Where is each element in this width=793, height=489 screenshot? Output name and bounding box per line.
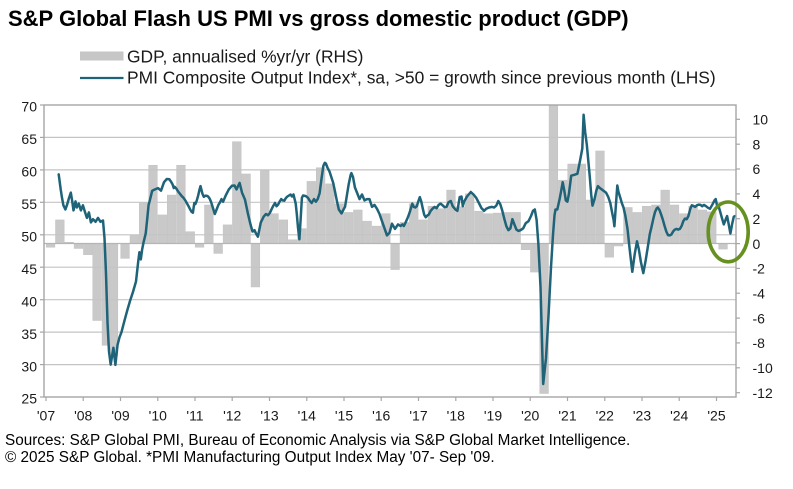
- svg-text:50: 50: [21, 229, 37, 245]
- svg-text:'08: '08: [74, 408, 92, 424]
- svg-text:'12: '12: [223, 408, 241, 424]
- svg-text:'25: '25: [707, 408, 725, 424]
- svg-text:-12: -12: [753, 385, 773, 401]
- svg-text:55: 55: [21, 196, 37, 212]
- svg-text:'10: '10: [149, 408, 167, 424]
- svg-text:10: 10: [753, 112, 769, 128]
- svg-text:70: 70: [21, 99, 37, 115]
- svg-text:'13: '13: [260, 408, 278, 424]
- svg-text:'18: '18: [447, 408, 465, 424]
- svg-text:'21: '21: [558, 408, 576, 424]
- svg-text:© 2025 S&P Global. *PMI Manuf: © 2025 S&P Global. *PMI Manufacturing Ou…: [5, 449, 495, 466]
- svg-text:'09: '09: [111, 408, 129, 424]
- svg-text:'22: '22: [596, 408, 614, 424]
- svg-text:4: 4: [753, 186, 761, 202]
- svg-text:60: 60: [21, 164, 37, 180]
- svg-text:'11: '11: [186, 408, 203, 424]
- svg-text:-8: -8: [753, 335, 766, 351]
- svg-text:2: 2: [753, 211, 761, 227]
- svg-text:'17: '17: [409, 408, 427, 424]
- svg-text:-6: -6: [753, 310, 766, 326]
- svg-text:-10: -10: [753, 360, 773, 376]
- svg-text:'20: '20: [521, 408, 539, 424]
- svg-text:'23: '23: [633, 408, 651, 424]
- svg-text:'07: '07: [37, 408, 55, 424]
- svg-text:40: 40: [21, 293, 37, 309]
- svg-text:'16: '16: [372, 408, 390, 424]
- svg-text:Sources: S&P Global PMI, Burea: Sources: S&P Global PMI, Bureau of Econo…: [5, 432, 630, 449]
- svg-text:35: 35: [21, 326, 37, 342]
- svg-text:-2: -2: [753, 261, 766, 277]
- svg-text:45: 45: [21, 261, 37, 277]
- svg-text:'15: '15: [335, 408, 353, 424]
- svg-text:65: 65: [21, 131, 37, 147]
- svg-text:0: 0: [753, 236, 761, 252]
- svg-text:30: 30: [21, 358, 37, 374]
- svg-text:25: 25: [21, 391, 37, 407]
- svg-text:6: 6: [753, 161, 761, 177]
- svg-text:'24: '24: [670, 408, 688, 424]
- svg-text:-4: -4: [753, 285, 766, 301]
- svg-text:S&P Global Flash US PMI vs gro: S&P Global Flash US PMI vs gross domesti…: [8, 6, 629, 31]
- svg-text:8: 8: [753, 136, 761, 152]
- svg-text:PMI Composite Output Index*, s: PMI Composite Output Index*, sa, >50 = g…: [127, 68, 716, 88]
- svg-text:'19: '19: [484, 408, 502, 424]
- svg-text:'14: '14: [298, 408, 316, 424]
- svg-text:GDP, annualised %yr/yr (RHS): GDP, annualised %yr/yr (RHS): [127, 47, 363, 67]
